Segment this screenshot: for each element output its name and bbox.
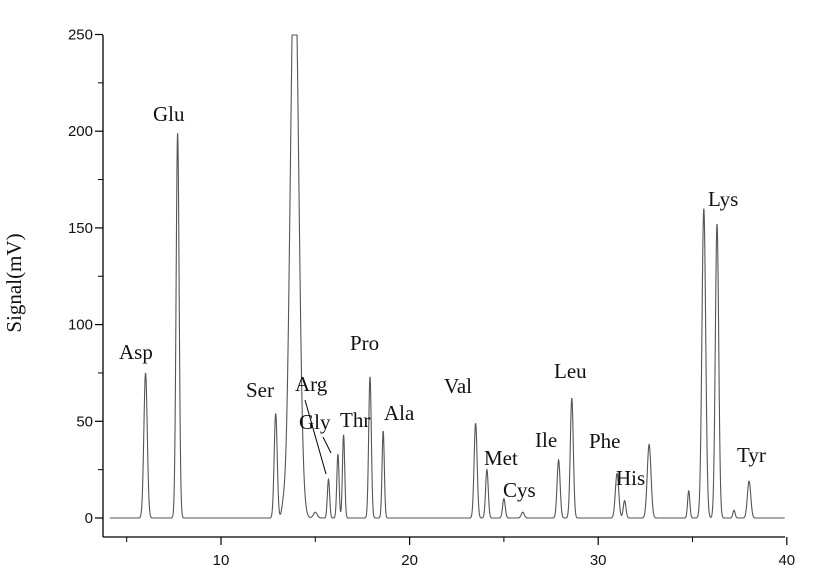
peak-label-asp: Asp — [119, 340, 153, 364]
peak-label-val: Val — [444, 374, 472, 398]
peak-label-ser: Ser — [246, 378, 274, 402]
peak-label-phe: Phe — [589, 429, 621, 453]
peak-label-ala: Ala — [384, 401, 415, 425]
y-tick-label: 0 — [85, 510, 93, 527]
peak-label-met: Met — [484, 446, 518, 470]
y-tick-label: 150 — [68, 220, 93, 237]
y-tick-label: 100 — [68, 317, 93, 334]
x-tick-label: 10 — [213, 552, 230, 569]
x-tick-label: 20 — [401, 552, 418, 569]
peak-label-his: His — [616, 466, 645, 490]
peak-label-leu: Leu — [554, 359, 587, 383]
x-tick-label: 30 — [590, 552, 607, 569]
peak-label-ile: Ile — [535, 428, 557, 452]
gly-leader-line — [322, 436, 332, 454]
y-tick-label: 250 — [68, 27, 93, 44]
y-tick-label: 50 — [76, 413, 93, 430]
peak-label-arg: Arg — [295, 372, 328, 396]
peak-label-glu: Glu — [153, 102, 185, 126]
chromatogram-trace — [109, 34, 785, 519]
label-leader-lines — [304, 399, 332, 475]
y-tick-label: 200 — [68, 123, 93, 140]
peak-labels: Asp Glu Ser Arg Gly Thr Pro Ala Val Met … — [119, 102, 766, 502]
peak-label-lys: Lys — [708, 187, 738, 211]
axes: 10 20 30 40 0 50 100 150 200 250 — [68, 27, 795, 570]
y-axis-title: Signal(mV) — [2, 233, 26, 332]
peak-label-cys: Cys — [503, 478, 536, 502]
axis-ticks: 10 20 30 40 0 50 100 150 200 250 — [68, 27, 795, 570]
peak-label-pro: Pro — [350, 331, 379, 355]
peak-label-thr: Thr — [340, 408, 370, 432]
peak-label-tyr: Tyr — [737, 443, 766, 467]
peak-label-gly: Gly — [299, 410, 331, 434]
arg-leader-line — [304, 399, 327, 475]
x-tick-label: 40 — [778, 552, 795, 569]
